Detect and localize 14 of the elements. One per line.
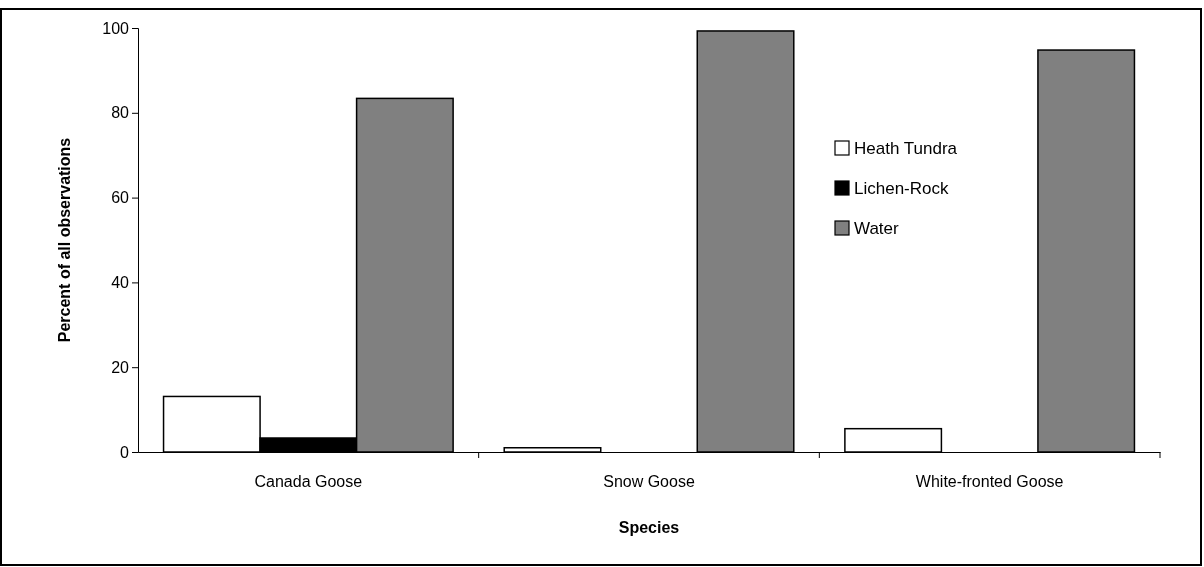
x-tick-label: Snow Goose xyxy=(603,472,695,490)
y-tick-label: 60 xyxy=(111,189,130,207)
x-tick-label: Canada Goose xyxy=(254,472,363,490)
legend-label: Water xyxy=(854,219,900,238)
x-axis-title: Species xyxy=(618,519,680,536)
y-axis-title: Percent of all observations xyxy=(56,137,73,343)
y-tick-label: 40 xyxy=(111,274,130,292)
x-tick-label: White-fronted Goose xyxy=(915,472,1064,490)
y-tick-label: 100 xyxy=(102,19,130,37)
y-tick-label: 20 xyxy=(111,358,130,376)
y-tick-label: 0 xyxy=(120,443,130,461)
y-tick-label: 80 xyxy=(111,104,130,122)
legend-label: Lichen-Rock xyxy=(854,179,949,198)
legend-label: Heath Tundra xyxy=(854,139,958,158)
